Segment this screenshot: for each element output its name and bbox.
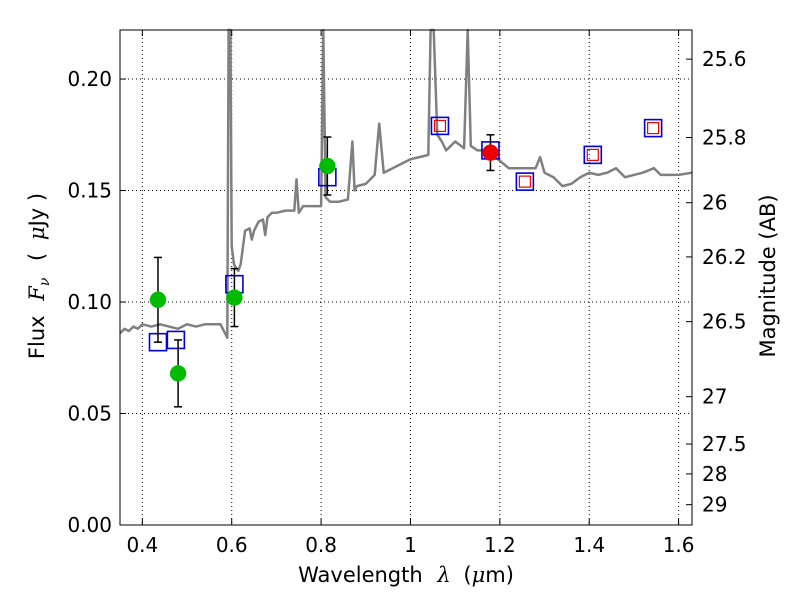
photometry-markers (148, 116, 663, 408)
plot-frame (119, 29, 693, 526)
mag-tick-label: 27 (702, 385, 727, 409)
model-photometry-square (166, 330, 186, 350)
x-tick-label: 0.6 (216, 533, 248, 557)
observed-point (169, 365, 187, 382)
model-photometry-square (515, 172, 535, 191)
y-axis-title: Flux Fν ( μJy ) (25, 193, 54, 359)
mag-tick-label: 26 (702, 191, 727, 215)
observed-point (319, 157, 336, 175)
model-photometry-square (430, 116, 450, 136)
observed-point (226, 289, 243, 306)
observed-point (149, 291, 167, 309)
mag-tick-label: 25.6 (702, 47, 747, 71)
x-tick-label: 1.4 (573, 533, 605, 557)
mag-tick-label: 25.8 (702, 126, 747, 150)
mag-tick-label: 28 (702, 462, 727, 486)
y-tick-label: 0.15 (67, 179, 112, 203)
highlight-point (482, 144, 499, 161)
mag-tick-label: 26.2 (702, 245, 747, 269)
y2-axis-title: Magnitude (AB) (756, 194, 780, 357)
mag-tick-label: 26.5 (702, 310, 747, 334)
y-tick-label: 0.00 (67, 513, 112, 537)
x-tick-label: 0.4 (126, 533, 158, 557)
x-tick-label: 1.2 (484, 533, 516, 557)
mag-tick-label: 29 (702, 493, 727, 517)
mag-tick-label: 27.5 (702, 432, 747, 456)
template-spectrum-layer (119, 28, 693, 339)
x-tick-label: 1.6 (663, 533, 695, 557)
red-square-marker (586, 148, 599, 161)
y-tick-label: 0.05 (67, 402, 112, 426)
model-photometry-square (583, 145, 603, 165)
grid-lines (120, 30, 692, 526)
template-spectrum-line (119, 28, 693, 339)
y-tick-label: 0.10 (67, 290, 112, 314)
model-photometry-square (643, 118, 663, 138)
red-square-marker (647, 122, 660, 135)
red-square-marker (433, 119, 447, 132)
y-tick-label: 0.20 (67, 67, 112, 91)
axis-ticks: 0.4 0.6 0.8 1 1.2 1.4 1.6 0.00 0.05 0.10 0.15 0.20 2… (67, 30, 747, 557)
x-tick-label: 1 (404, 533, 417, 557)
x-tick-label: 0.8 (305, 533, 337, 557)
x-axis-title: Wavelength λ (μm) (298, 563, 514, 587)
red-square-marker (518, 175, 531, 188)
